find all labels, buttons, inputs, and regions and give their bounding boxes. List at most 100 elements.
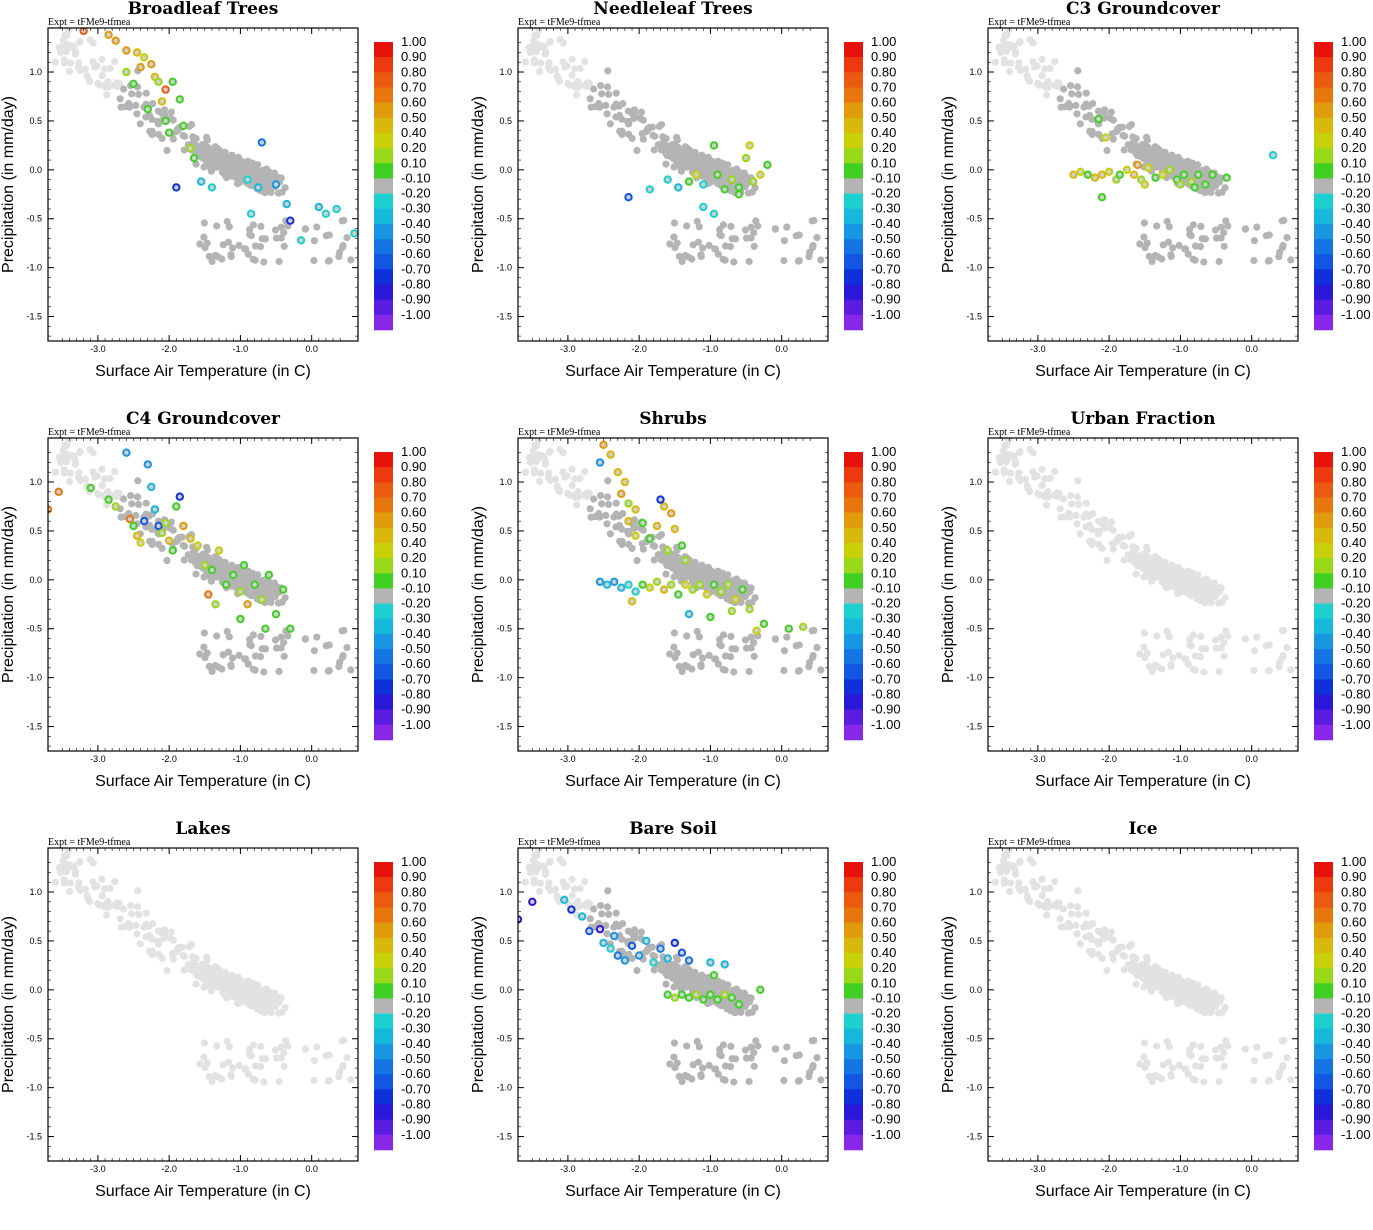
y-tick-label: 0.5 <box>499 116 512 126</box>
data-point <box>141 54 147 60</box>
background-point <box>662 161 669 168</box>
y-axis-label: Precipitation (in mm/day) <box>470 506 487 683</box>
colorbar-label: 0.80 <box>401 64 426 79</box>
colorbar-label: -0.30 <box>871 611 901 626</box>
background-point <box>1038 56 1045 63</box>
x-tick-label: 0.0 <box>305 754 318 764</box>
data-point <box>647 585 653 591</box>
background-point <box>1089 128 1096 135</box>
background-point <box>1219 189 1226 196</box>
colorbar-swatch <box>374 604 393 619</box>
background-point <box>559 468 566 475</box>
data-point <box>661 503 667 509</box>
background-point <box>781 237 788 244</box>
background-point <box>746 668 753 675</box>
colorbar-swatch <box>844 649 863 664</box>
data-point <box>134 533 140 539</box>
background-point <box>725 589 732 596</box>
colorbar-label: -0.20 <box>871 186 901 201</box>
background-point <box>1279 244 1286 251</box>
background-point <box>200 644 207 651</box>
background-point <box>133 110 140 117</box>
background-point <box>1242 225 1249 232</box>
data-point <box>351 230 357 236</box>
colorbar-label: 0.50 <box>871 520 896 535</box>
colorbar-swatch <box>844 725 863 740</box>
background-point <box>605 91 612 98</box>
background-point <box>992 59 999 66</box>
data-point <box>148 484 154 490</box>
background-point <box>752 217 759 224</box>
data-point <box>700 204 706 210</box>
background-point <box>279 189 286 196</box>
y-axis-label: Precipitation (in mm/day) <box>940 96 957 273</box>
background-point <box>598 500 605 507</box>
colorbar-label: 0.40 <box>871 535 896 550</box>
background-point <box>676 663 683 670</box>
colorbar-swatch <box>374 42 393 57</box>
data-point <box>622 479 628 485</box>
background-point <box>1074 83 1081 90</box>
background-point <box>730 668 737 675</box>
background-point <box>559 58 566 65</box>
data-point <box>123 69 129 75</box>
background-point <box>1043 91 1050 98</box>
background-point <box>188 121 195 128</box>
colorbar-swatch <box>844 634 863 649</box>
x-tick-label: -2.0 <box>161 344 177 354</box>
colorbar-swatch <box>374 452 393 467</box>
colorbar-swatch <box>374 619 393 634</box>
data-point <box>711 142 717 148</box>
data-point <box>1102 134 1108 140</box>
background-point <box>75 469 82 476</box>
colorbar-swatch <box>1314 315 1333 330</box>
data-point <box>273 611 279 617</box>
data-point <box>629 598 635 604</box>
background-point <box>1169 244 1176 251</box>
colorbar-swatch <box>374 133 393 148</box>
background-point <box>326 641 333 648</box>
background-point <box>536 68 543 75</box>
background-point <box>1186 226 1193 233</box>
data-point <box>682 557 688 563</box>
background-point <box>122 103 129 110</box>
colorbar-label: 0.90 <box>871 459 896 474</box>
colorbar-swatch <box>1314 269 1333 284</box>
background-point <box>690 569 697 576</box>
background-point <box>592 513 599 520</box>
chart-title: Shrubs <box>639 409 706 429</box>
data-point <box>686 178 692 184</box>
background-point <box>602 102 609 109</box>
background-point <box>571 84 578 91</box>
y-tick-label: -0.5 <box>966 214 982 224</box>
background-point <box>181 543 188 550</box>
background-point <box>326 231 333 238</box>
background-point <box>1218 224 1225 231</box>
background-point <box>1029 58 1036 65</box>
background-point <box>1041 65 1048 72</box>
y-tick-label: 1.0 <box>29 67 42 77</box>
background-point <box>671 219 678 226</box>
background-point <box>206 253 213 260</box>
background-point <box>273 645 280 652</box>
background-point <box>132 102 139 109</box>
data-point <box>137 540 143 546</box>
background-point <box>347 256 354 263</box>
background-point <box>252 242 259 249</box>
data-point <box>333 206 339 212</box>
data-point <box>729 176 735 182</box>
background-point <box>727 633 734 640</box>
plot-area <box>45 430 355 676</box>
background-point <box>1250 257 1257 264</box>
colorbar-label: 0.70 <box>401 489 426 504</box>
colorbar-swatch <box>374 588 393 603</box>
background-point <box>111 58 118 65</box>
plot-frame <box>48 438 358 751</box>
x-axis-label: Surface Air Temperature (in C) <box>565 363 781 380</box>
background-point <box>587 95 594 102</box>
data-point <box>665 547 671 553</box>
colorbar-swatch <box>844 133 863 148</box>
colorbar-swatch <box>374 513 393 528</box>
